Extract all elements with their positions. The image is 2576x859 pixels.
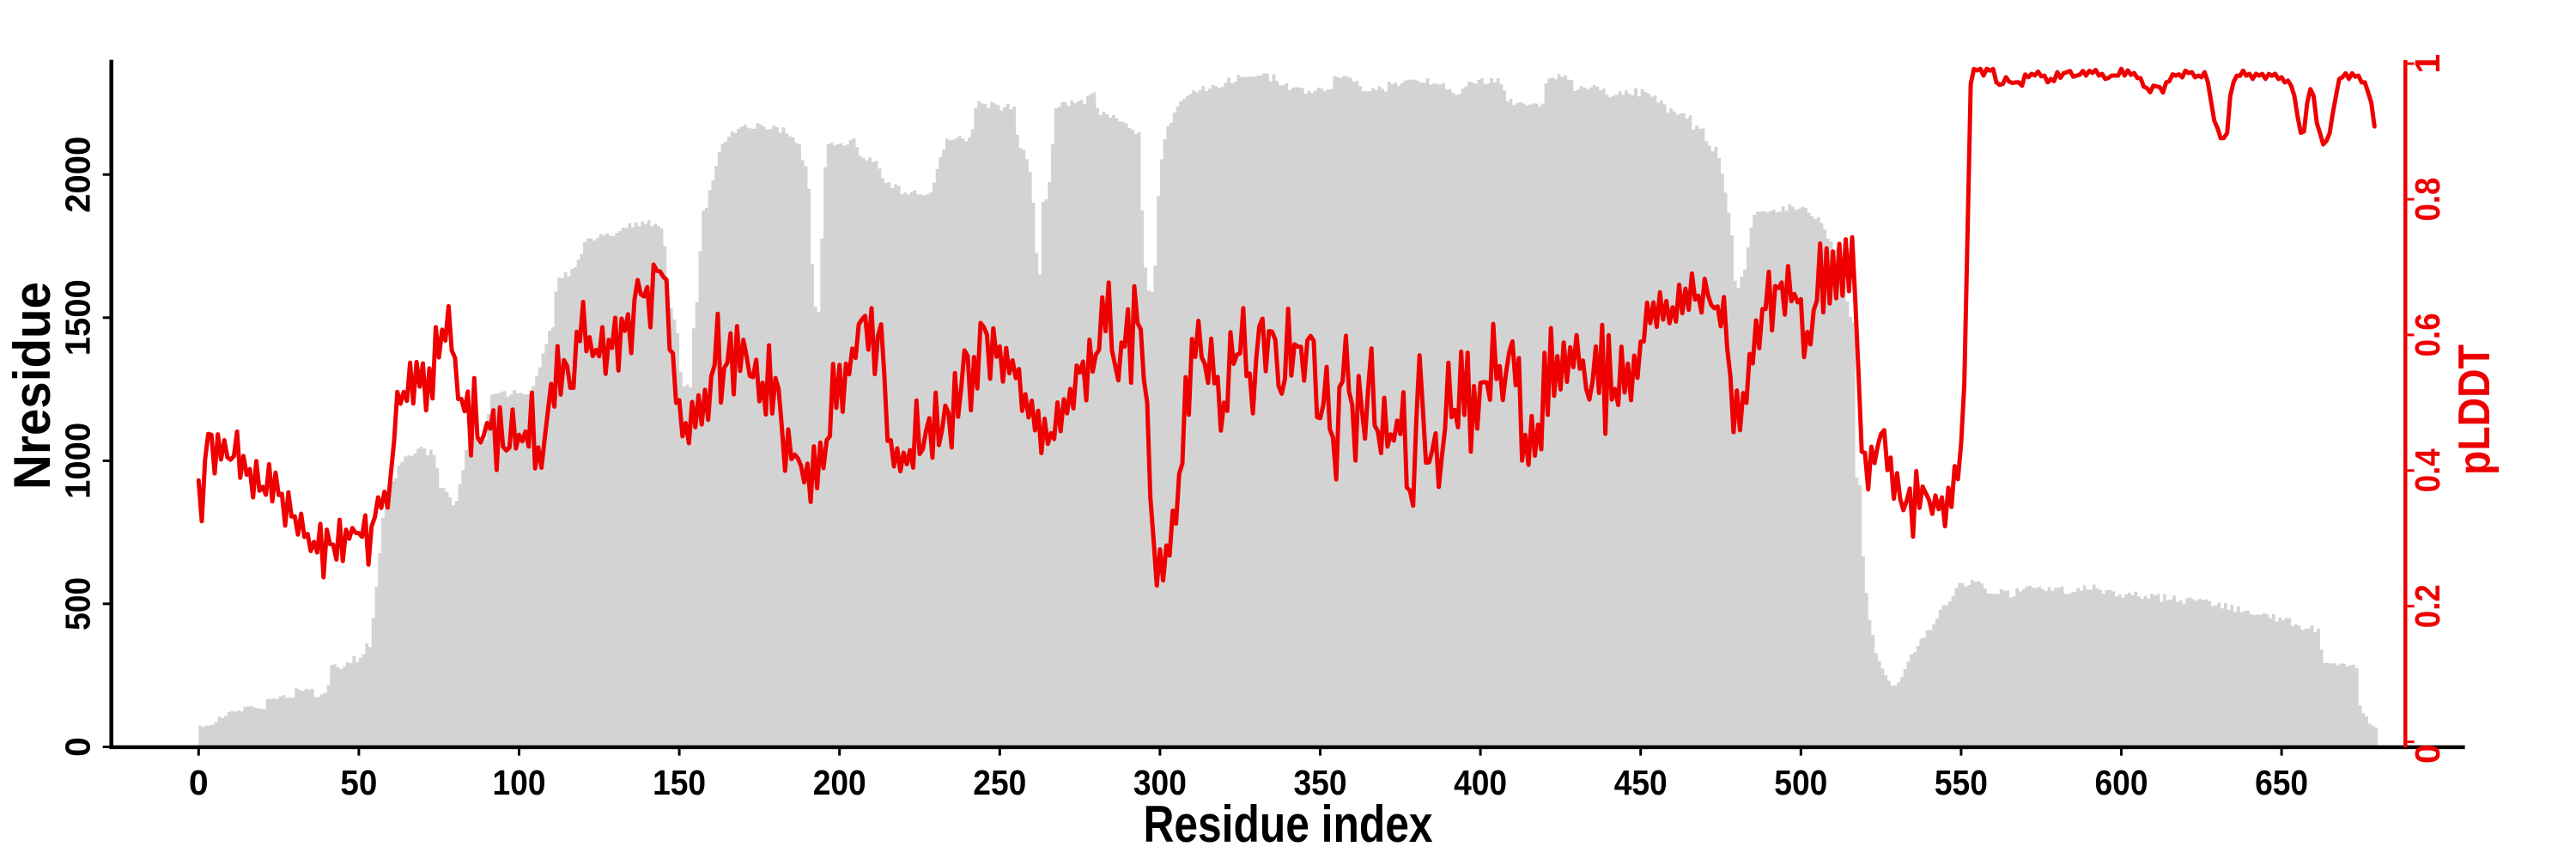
svg-text:0: 0 (2408, 744, 2447, 764)
svg-text:0.2: 0.2 (2408, 584, 2447, 628)
svg-text:100: 100 (493, 763, 546, 802)
svg-text:1: 1 (2408, 54, 2447, 74)
svg-text:Residue index: Residue index (1144, 795, 1433, 853)
svg-text:0: 0 (189, 763, 209, 802)
svg-text:400: 400 (1454, 763, 1507, 802)
svg-text:650: 650 (2255, 763, 2308, 802)
svg-text:600: 600 (2095, 763, 2148, 802)
svg-text:250: 250 (973, 763, 1026, 802)
svg-text:0.6: 0.6 (2408, 313, 2447, 356)
svg-text:550: 550 (1935, 763, 1988, 802)
svg-text:50: 50 (340, 763, 377, 802)
svg-text:2000: 2000 (58, 137, 98, 213)
svg-text:500: 500 (58, 577, 98, 631)
svg-text:Nresidue: Nresidue (3, 282, 61, 490)
svg-text:150: 150 (653, 763, 706, 802)
svg-text:0: 0 (58, 737, 98, 757)
svg-text:450: 450 (1614, 763, 1668, 802)
svg-text:1500: 1500 (58, 279, 98, 356)
svg-text:300: 300 (1133, 763, 1187, 802)
svg-text:500: 500 (1774, 763, 1827, 802)
svg-text:1000: 1000 (58, 423, 98, 499)
svg-text:0.8: 0.8 (2408, 178, 2447, 222)
svg-text:0.4: 0.4 (2408, 448, 2447, 492)
svg-text:200: 200 (813, 763, 866, 802)
svg-text:pLDDT: pLDDT (2450, 344, 2500, 475)
svg-text:350: 350 (1294, 763, 1347, 802)
